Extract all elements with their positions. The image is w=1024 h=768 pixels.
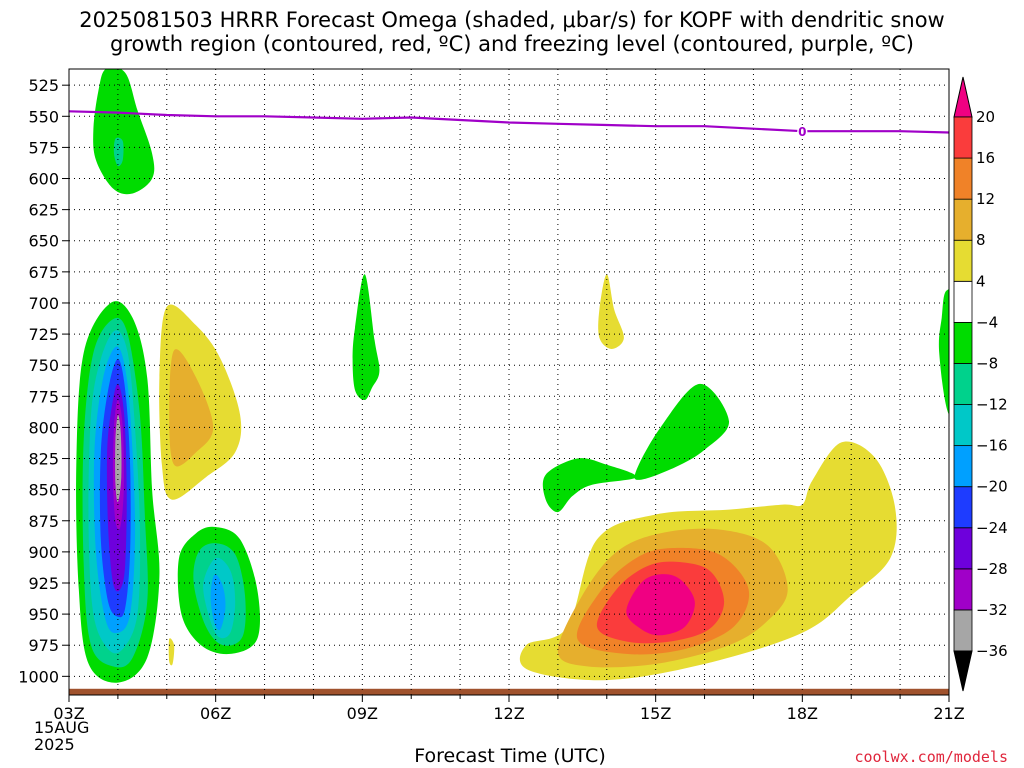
freezing-level-label: 0 bbox=[798, 125, 806, 139]
omega-core-8 bbox=[115, 414, 122, 503]
colorbar-label: −20 bbox=[976, 478, 1008, 496]
omega-spike-09z bbox=[352, 274, 380, 401]
y-tick-label: 975 bbox=[28, 636, 59, 655]
freezing-level-layer: 0 bbox=[69, 110, 949, 141]
colorbar-top-arrow bbox=[953, 76, 973, 118]
omega-shading bbox=[69, 69, 949, 695]
y-tick-label: 725 bbox=[28, 325, 59, 344]
y-tick-label: 700 bbox=[28, 294, 59, 313]
y-tick-label: 675 bbox=[28, 263, 59, 282]
chart-title: 2025081503 HRRR Forecast Omega (shaded, … bbox=[79, 8, 945, 56]
y-tick-label: 875 bbox=[28, 512, 59, 531]
x-tick-label: 15Z bbox=[640, 704, 671, 723]
y-tick-label: 650 bbox=[28, 232, 59, 251]
colorbar-segment bbox=[953, 239, 973, 282]
omega-low-4 bbox=[210, 574, 226, 631]
colorbar-segment bbox=[953, 404, 973, 447]
y-tick-label: 625 bbox=[28, 201, 59, 220]
colorbar-label: 20 bbox=[976, 108, 995, 126]
omega-down-2 bbox=[169, 349, 214, 467]
x-tick-label: 12Z bbox=[493, 704, 524, 723]
omega-edge-21z bbox=[938, 289, 949, 415]
colorbar-segment bbox=[953, 609, 973, 652]
y-tick-label: 950 bbox=[28, 605, 59, 624]
credit-link[interactable]: coolwx.com/models bbox=[854, 748, 1008, 766]
omega-layer-upper-1 bbox=[93, 69, 155, 195]
colorbar-label: −36 bbox=[976, 642, 1008, 660]
colorbar-segment bbox=[953, 445, 973, 488]
freezing-level-line bbox=[69, 110, 949, 134]
colorbar-label: −12 bbox=[976, 396, 1008, 414]
y-tick-label: 575 bbox=[28, 138, 59, 157]
omega-spike-14z bbox=[598, 274, 624, 349]
colorbar-segment bbox=[953, 486, 973, 529]
date-label: 15AUG 2025 bbox=[34, 718, 90, 754]
y-tick-label: 900 bbox=[28, 543, 59, 562]
colorbar-segment bbox=[953, 280, 973, 323]
colorbar: −36 −32 −28 −24 −20 −16 −12 −8 −4 4 8 12 16 20 bbox=[953, 76, 1008, 692]
y-tick-label: 550 bbox=[28, 107, 59, 126]
omega-max-5 bbox=[626, 574, 695, 636]
y-tick-label: 525 bbox=[28, 76, 59, 95]
y-tick-label: 925 bbox=[28, 574, 59, 593]
x-axis: 03Z 06Z 09Z 12Z 15Z 18Z 21Z bbox=[53, 695, 965, 723]
colorbar-segment bbox=[953, 157, 973, 200]
colorbar-label: −32 bbox=[976, 601, 1008, 619]
x-tick-label: 09Z bbox=[347, 704, 378, 723]
omega-down-small bbox=[168, 638, 175, 666]
colorbar-segment bbox=[953, 527, 973, 570]
colorbar-segment bbox=[953, 198, 973, 241]
colorbar-label: −24 bbox=[976, 519, 1008, 537]
y-tick-label: 750 bbox=[28, 356, 59, 375]
colorbar-label: 8 bbox=[976, 231, 986, 249]
x-tick-label: 18Z bbox=[787, 704, 818, 723]
colorbar-label: −28 bbox=[976, 560, 1008, 578]
colorbar-label: −16 bbox=[976, 437, 1008, 455]
y-tick-label: 600 bbox=[28, 170, 59, 189]
omega-band-2 bbox=[634, 383, 730, 480]
omega-band-1 bbox=[542, 458, 637, 513]
colorbar-label: −8 bbox=[976, 354, 998, 372]
y-tick-label: 800 bbox=[28, 418, 59, 437]
x-tick-label: 21Z bbox=[933, 704, 964, 723]
colorbar-label: 4 bbox=[976, 272, 986, 290]
x-axis-label: Forecast Time (UTC) bbox=[414, 745, 606, 767]
colorbar-label: 16 bbox=[976, 149, 995, 167]
ground-strip bbox=[69, 688, 949, 695]
colorbar-segment bbox=[953, 321, 973, 364]
grid-lines bbox=[69, 69, 949, 695]
y-tick-label: 850 bbox=[28, 481, 59, 500]
y-tick-label: 1000 bbox=[18, 667, 59, 686]
colorbar-segment bbox=[953, 568, 973, 611]
y-axis: 525 550 575 600 625 650 675 700 725 750 775 800 825 8… bbox=[18, 76, 69, 686]
colorbar-label: 12 bbox=[976, 190, 995, 208]
y-tick-label: 825 bbox=[28, 450, 59, 469]
colorbar-label: −4 bbox=[976, 313, 998, 331]
omega-layer-upper-2 bbox=[113, 137, 124, 167]
y-tick-label: 775 bbox=[28, 387, 59, 406]
colorbar-segment bbox=[953, 363, 973, 405]
x-tick-label: 03Z bbox=[53, 704, 84, 723]
colorbar-segment bbox=[953, 116, 973, 159]
colorbar-bottom-arrow bbox=[953, 650, 973, 692]
x-tick-label: 06Z bbox=[200, 704, 231, 723]
